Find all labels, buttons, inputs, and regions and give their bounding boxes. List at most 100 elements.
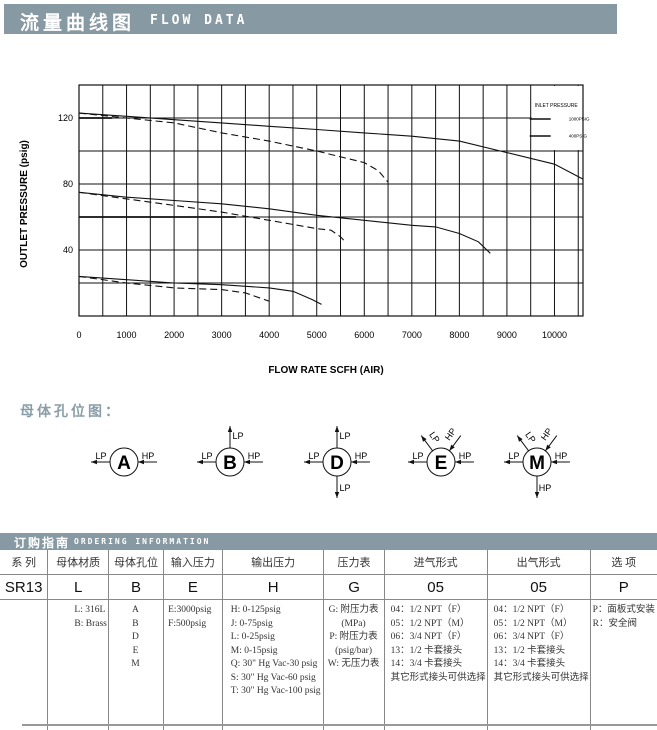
y-tick-label: 80 bbox=[63, 179, 73, 189]
arrow-out-icon bbox=[504, 459, 510, 465]
port-label-hp: HP bbox=[355, 451, 368, 461]
option-line: 06：3/4 NPT（F） bbox=[390, 632, 467, 642]
arrow-out-icon bbox=[334, 426, 340, 432]
table-header-row: 系 列母体材质 母体孔位 输入压力 输出压力 压力表 进气形式 出气形式选 项 bbox=[0, 550, 657, 575]
option-line: L: 0-25psig bbox=[230, 632, 275, 642]
code-cell: P bbox=[590, 574, 657, 600]
column-header: 输入压力 bbox=[163, 550, 223, 575]
port-diagram-a: A LP HP bbox=[91, 447, 157, 477]
option-line: 05：1/2 NPT（M） bbox=[390, 618, 470, 629]
port-diagram-d: D LP HP LP LP bbox=[304, 426, 370, 498]
option-line: 其它形式接头可供选择 bbox=[390, 672, 486, 683]
option-line: M bbox=[131, 659, 140, 669]
option-line: A bbox=[132, 605, 139, 615]
series-line-400psig bbox=[78, 275, 270, 302]
flow-data-header: 流量曲线图 FLOW DATA bbox=[4, 4, 617, 34]
port-label-hp: HP bbox=[539, 426, 554, 442]
code-cell: 05 bbox=[384, 574, 488, 600]
option-line: (MPa) bbox=[341, 618, 366, 629]
y-tick-label: 40 bbox=[63, 245, 73, 255]
option-line: 06：3/4 NPT（F） bbox=[493, 632, 570, 642]
body-letter: E bbox=[435, 453, 448, 474]
x-tick-label: 9000 bbox=[497, 330, 517, 340]
column-header: 出气形式 bbox=[487, 550, 591, 575]
column-header: 系 列 bbox=[0, 550, 49, 575]
option-line: H: 0-125psig bbox=[230, 605, 281, 615]
port-diagram-title: 母体孔位图： bbox=[20, 404, 122, 420]
body-letter: D bbox=[330, 453, 344, 474]
port-label-lp: LP bbox=[339, 431, 350, 441]
plot-frame bbox=[78, 84, 584, 317]
detail-cell: E:3000psig F:500psig bbox=[163, 599, 223, 730]
port-label-lp: LP bbox=[232, 431, 243, 441]
arrow-in-icon bbox=[351, 459, 357, 465]
detail-cell: 04：1/2 NPT（F） 05：1/2 NPT（M） 06：3/4 NPT（F） 1… bbox=[384, 599, 488, 730]
series-line-1000psig bbox=[78, 275, 322, 305]
legend-box bbox=[531, 86, 582, 150]
code-cell: E bbox=[163, 574, 223, 600]
detail-cell: H: 0-125psig J: 0-75psig L: 0-25psig M: 0-1… bbox=[222, 599, 325, 730]
y-tick-label: 120 bbox=[58, 113, 73, 123]
detail-cell: P：面板式安装 R：安全阀 bbox=[590, 600, 657, 730]
series-line-400psig bbox=[78, 191, 346, 243]
arrow-in-icon bbox=[545, 444, 551, 451]
legend-title: INLET PRESSURE bbox=[535, 103, 579, 109]
y-axis-label: OUTLET PRESSURE (psig) bbox=[19, 140, 30, 268]
option-line: 14：3/4 卡套接头 bbox=[493, 659, 566, 669]
x-tick-label: 10000 bbox=[542, 330, 567, 340]
column-header: 母体孔位 bbox=[108, 550, 165, 575]
arrow-in-icon bbox=[138, 459, 144, 465]
arrow-in-icon bbox=[455, 459, 461, 465]
option-line: M: 0-15psig bbox=[230, 645, 278, 656]
x-tick-label: 2000 bbox=[164, 330, 184, 340]
port-diagram-b: B LP HP LP bbox=[197, 426, 263, 477]
port-label-lp: LP bbox=[523, 430, 538, 445]
body-letter: B bbox=[223, 453, 237, 474]
option-line: E bbox=[132, 645, 139, 656]
port-label-lp: LP bbox=[339, 483, 350, 493]
x-tick-label: 3000 bbox=[212, 330, 232, 340]
legend-entry: 400PSIG bbox=[569, 134, 588, 139]
arrow-out-icon bbox=[197, 459, 203, 465]
option-line: 14：3/4 卡套接头 bbox=[390, 659, 463, 669]
table-code-row: SR13 L B E H G 05 05 P bbox=[0, 574, 657, 600]
column-header: 选 项 bbox=[590, 550, 657, 575]
option-line: 其它形式接头可供选择 bbox=[493, 672, 589, 683]
legend-entry: 1000PSIG bbox=[569, 117, 590, 122]
option-line: 04：1/2 NPT（F） bbox=[493, 605, 570, 615]
code-cell: G bbox=[323, 574, 385, 600]
option-line: 05：1/2 NPT（M） bbox=[493, 618, 573, 629]
port-label-lp: LP bbox=[508, 451, 519, 461]
option-line: J: 0-75psig bbox=[230, 618, 273, 629]
arrow-out-icon bbox=[408, 459, 414, 465]
x-tick-label: 4000 bbox=[259, 330, 279, 340]
ordering-header: 订购指南 ORDERING INFORMATION bbox=[0, 533, 657, 550]
ordering-title-cn: 订购指南 bbox=[14, 536, 71, 550]
port-label-hp: HP bbox=[248, 451, 261, 461]
series-line-1000psig bbox=[78, 112, 584, 180]
arrow-out-icon bbox=[517, 435, 523, 442]
ordering-title-en: ORDERING INFORMATION bbox=[74, 537, 211, 546]
table-bottom-divider bbox=[22, 724, 657, 726]
port-label-lp: LP bbox=[308, 451, 319, 461]
option-line: P：面板式安装 bbox=[592, 605, 655, 615]
x-axis-label: FLOW RATE SCFH (AIR) bbox=[268, 365, 383, 376]
port-label-lp: LP bbox=[201, 451, 212, 461]
option-line: D bbox=[132, 632, 139, 642]
flow-chart: INLET PRESSURE 1000PSIG 400PSIG 0 1000 2000 30… bbox=[19, 84, 590, 376]
option-line: B bbox=[132, 618, 139, 629]
option-line: E:3000psig bbox=[168, 605, 212, 615]
port-label-hp: HP bbox=[142, 451, 155, 461]
option-line: G: 附压力表 bbox=[328, 605, 379, 615]
option-line: Q: 30" Hg Vac-30 psig bbox=[230, 659, 318, 669]
code-cell: H bbox=[222, 574, 325, 600]
detail-cell bbox=[0, 599, 49, 730]
port-label-hp: HP bbox=[459, 451, 472, 461]
option-line: B: Brass bbox=[74, 618, 107, 629]
x-tick-label: 1000 bbox=[117, 330, 137, 340]
arrow-in-icon bbox=[551, 459, 557, 465]
option-line: 04：1/2 NPT（F） bbox=[390, 605, 467, 615]
